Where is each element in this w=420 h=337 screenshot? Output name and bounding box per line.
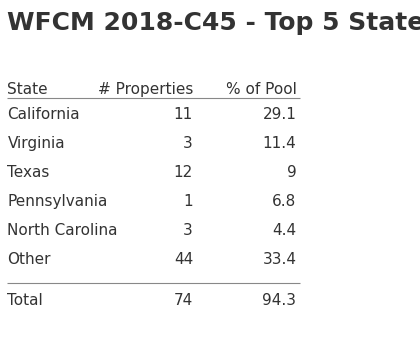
Text: 1: 1 [184,194,193,209]
Text: Virginia: Virginia [8,136,65,151]
Text: % of Pool: % of Pool [226,82,297,97]
Text: 11: 11 [174,107,193,122]
Text: 11.4: 11.4 [263,136,297,151]
Text: 3: 3 [183,136,193,151]
Text: # Properties: # Properties [98,82,193,97]
Text: Pennsylvania: Pennsylvania [8,194,108,209]
Text: 74: 74 [174,293,193,308]
Text: 33.4: 33.4 [262,252,297,267]
Text: 12: 12 [174,165,193,180]
Text: California: California [8,107,80,122]
Text: Total: Total [8,293,43,308]
Text: 4.4: 4.4 [272,223,297,238]
Text: 94.3: 94.3 [262,293,297,308]
Text: 3: 3 [183,223,193,238]
Text: WFCM 2018-C45 - Top 5 States: WFCM 2018-C45 - Top 5 States [8,11,420,35]
Text: Other: Other [8,252,51,267]
Text: 6.8: 6.8 [272,194,297,209]
Text: Texas: Texas [8,165,50,180]
Text: State: State [8,82,48,97]
Text: 44: 44 [174,252,193,267]
Text: North Carolina: North Carolina [8,223,118,238]
Text: 29.1: 29.1 [262,107,297,122]
Text: 9: 9 [287,165,297,180]
